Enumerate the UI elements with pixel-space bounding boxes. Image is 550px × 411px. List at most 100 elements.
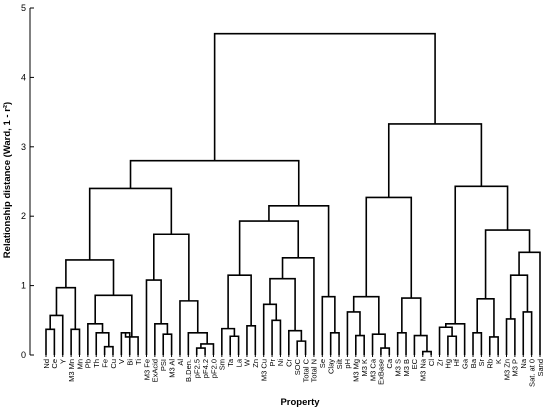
- dendrogram-link: [87, 322, 104, 355]
- dendrogram-link: [329, 331, 340, 355]
- leaf-label: Y: [59, 359, 68, 364]
- dendrogram-link: [396, 331, 407, 355]
- x-axis-labels: Nd Ce Y M3 Mn Mn Pb Th Fe Cu V Bi Ti M3 Fe ExAcid PSI M…: [42, 355, 545, 387]
- dendrogram-link: [129, 159, 300, 206]
- leaf-label: M3 Fe: [142, 359, 151, 380]
- leaf-label: Nd: [42, 359, 51, 369]
- leaf-label: M3 Cu: [259, 359, 268, 381]
- dendrogram-link: [55, 286, 77, 330]
- dendrogram-link: [454, 185, 509, 324]
- leaf-label: Se: [318, 359, 327, 368]
- x-axis-title: Property: [280, 397, 320, 408]
- leaf-label: V: [117, 359, 126, 364]
- leaf-label: M3 Mn: [67, 359, 76, 382]
- dendrogram-link: [271, 319, 282, 355]
- leaf-label: M3 Al: [167, 359, 176, 378]
- dendrogram-link: [472, 331, 483, 355]
- leaf-label: M3 Zn: [502, 359, 511, 380]
- leaf-label: M3 B: [402, 359, 411, 377]
- dendrogram-link: [238, 220, 300, 276]
- dendrogram-link: [153, 233, 190, 301]
- leaf-label: M3 Mg: [352, 359, 361, 382]
- dendrogram-link: [227, 274, 252, 329]
- leaf-label: Rb: [486, 359, 495, 369]
- dendrogram-link: [94, 294, 133, 337]
- leaf-label: Sand: [536, 359, 545, 377]
- dendrogram-link: [488, 336, 499, 355]
- dendrogram-link: [352, 295, 380, 335]
- leaf-label: Ta: [226, 358, 235, 367]
- leaf-label: Ba: [469, 358, 478, 368]
- leaf-label: Sm: [218, 359, 227, 370]
- dendrogram-link: [262, 303, 278, 355]
- leaf-label: M3 Ca: [368, 358, 377, 381]
- dendrogram-links: [45, 32, 541, 355]
- dendrogram-link: [296, 340, 307, 355]
- dendrogram-link: [221, 327, 236, 355]
- leaf-label: pF2.0: [209, 359, 218, 378]
- dendrogram-link: [88, 187, 173, 260]
- leaf-label: Cl: [427, 359, 436, 366]
- dendrogram-link: [95, 331, 110, 355]
- dendrogram-link: [522, 311, 533, 355]
- y-tick-label: 2: [21, 211, 26, 221]
- leaf-label: M3 S: [393, 359, 402, 377]
- dendrogram-link: [229, 335, 240, 355]
- dendrogram-link: [371, 333, 386, 355]
- leaf-label: Zn: [251, 359, 260, 368]
- leaf-label: Pr: [268, 358, 277, 366]
- dendrogram-link: [103, 345, 114, 355]
- leaf-label: Pb: [84, 359, 93, 368]
- dendrogram-link: [288, 329, 303, 355]
- dendrogram-link: [505, 318, 516, 355]
- leaf-label: M3 Na: [419, 358, 428, 381]
- dendrogram-link: [421, 350, 432, 355]
- leaf-label: Silt: [335, 358, 344, 369]
- leaf-label: Bi: [126, 359, 135, 366]
- dendrogram-link: [380, 347, 391, 355]
- leaf-label: Ni: [276, 359, 285, 366]
- dendrogram-link: [49, 314, 64, 355]
- leaf-label: K: [494, 359, 503, 364]
- dendrogram-link: [45, 328, 56, 355]
- dendrogram-link: [438, 326, 453, 355]
- dendrogram-link: [162, 333, 173, 355]
- leaf-label: W: [243, 358, 252, 366]
- leaf-label: Sr: [477, 358, 486, 366]
- leaf-label: Hg: [444, 359, 453, 369]
- leaf-label: Total N: [310, 359, 319, 382]
- leaf-label: Ca: [385, 358, 394, 368]
- dendrogram-link: [200, 343, 215, 355]
- leaf-label: ExBase: [377, 359, 386, 385]
- dendrogram-link: [246, 325, 257, 355]
- leaf-label: Mn: [75, 359, 84, 369]
- y-axis: 0 1 2 3 4 5: [21, 3, 34, 360]
- y-tick-label: 0: [21, 350, 26, 360]
- leaf-label: Ga: [460, 358, 469, 369]
- dendrogram-link: [321, 295, 336, 355]
- y-tick-label: 5: [21, 3, 26, 13]
- leaf-label: Ce: [50, 359, 59, 369]
- dendrogram-link: [518, 251, 541, 355]
- y-tick-label: 1: [21, 281, 26, 291]
- leaf-label: Cu: [109, 359, 118, 369]
- leaf-label: Na: [519, 358, 528, 368]
- leaf-label: PSI: [159, 359, 168, 371]
- dendrogram-link: [145, 279, 162, 355]
- leaf-label: Total C: [301, 358, 310, 382]
- leaf-label: Fe: [100, 359, 109, 368]
- leaf-label: Sat. at 0: [527, 359, 536, 387]
- dendrogram-link: [447, 335, 458, 355]
- dendrogram-link: [476, 297, 495, 337]
- dendrogram-link: [154, 322, 169, 355]
- leaf-label: M3 K: [360, 359, 369, 377]
- leaf-label: pH: [343, 359, 352, 369]
- dendrogram-link: [401, 297, 422, 336]
- leaf-label: Al: [176, 359, 185, 366]
- dendrogram-link: [346, 311, 361, 355]
- leaf-label: SOC: [293, 358, 302, 375]
- leaf-label: EC: [410, 358, 419, 369]
- leaf-label: Hf: [452, 358, 461, 366]
- leaf-label: Th: [92, 359, 101, 368]
